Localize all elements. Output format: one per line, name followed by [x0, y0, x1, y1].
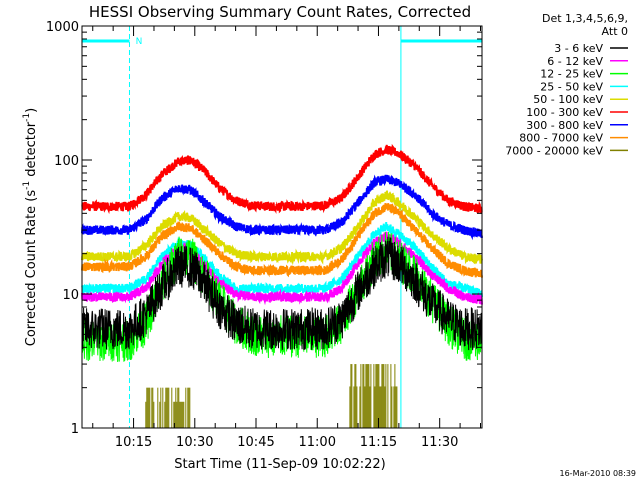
x-axis-label: Start Time (11-Sep-09 10:02:22)	[174, 457, 385, 472]
legend-label-2: 12 - 25 keV	[540, 68, 603, 81]
attenuator-band-0	[145, 387, 191, 428]
x-tick-label-2: 10:45	[237, 435, 274, 450]
series-line-5	[81, 231, 483, 306]
y-axis-label-sup1: -1	[22, 181, 32, 190]
series-line-3	[81, 203, 483, 278]
y-axis-label-sup2: -1	[22, 113, 32, 122]
y-tick-label-3: 1000	[46, 20, 79, 35]
y-axis-label-main: Corrected Count Rate (s	[24, 190, 39, 347]
series-line-0	[81, 143, 483, 215]
legend-label-4: 50 - 100 keV	[533, 93, 603, 106]
x-tick-label-0: 10:15	[115, 435, 152, 450]
legend-header-1: Det 1,3,4,5,6,9,	[542, 12, 628, 25]
y-tick-label-1: 10	[62, 288, 79, 303]
series-layer	[81, 143, 483, 363]
series-line-4	[81, 222, 483, 299]
chart-title: HESSI Observing Summary Count Rates, Cor…	[89, 3, 471, 21]
series-line-1	[81, 174, 483, 241]
legend-label-1: 6 - 12 keV	[547, 55, 603, 68]
x-axis: 10:15 10:30 10:45 11:00 11:15 11:30	[92, 26, 482, 450]
footer-date: 16-Mar-2010 08:39	[560, 469, 637, 478]
series-line-7	[81, 236, 483, 351]
y-axis-label-mid: detector	[24, 121, 39, 181]
legend-header-2: Att 0	[602, 25, 628, 38]
legend-label-6: 300 - 800 keV	[526, 119, 603, 132]
attenuator-band-1	[349, 364, 398, 428]
legend-label-7: 800 - 7000 keV	[519, 132, 603, 145]
y-axis-label: Corrected Count Rate (s-1 detector-1)	[22, 108, 39, 346]
x-tick-label-1: 10:30	[176, 435, 213, 450]
attenuator-layer	[145, 364, 398, 428]
legend-label-0: 3 - 6 keV	[554, 42, 603, 55]
legend-label-5: 100 - 300 keV	[526, 106, 603, 119]
legend-label-3: 25 - 50 keV	[540, 80, 603, 93]
plot-frame	[81, 25, 483, 429]
y-tick-label-2: 100	[54, 154, 79, 169]
x-tick-label-4: 11:15	[360, 435, 397, 450]
flag-label: N	[136, 37, 143, 47]
y-axis: 1 10 100 1000	[46, 20, 482, 437]
x-tick-label-3: 11:00	[299, 435, 336, 450]
y-axis-label-end: )	[24, 108, 39, 113]
y-tick-label-0: 1	[71, 422, 79, 437]
x-tick-label-5: 11:30	[421, 435, 458, 450]
legend-label-8: 7000 - 20000 keV	[505, 144, 603, 157]
series-line-2	[81, 190, 483, 266]
